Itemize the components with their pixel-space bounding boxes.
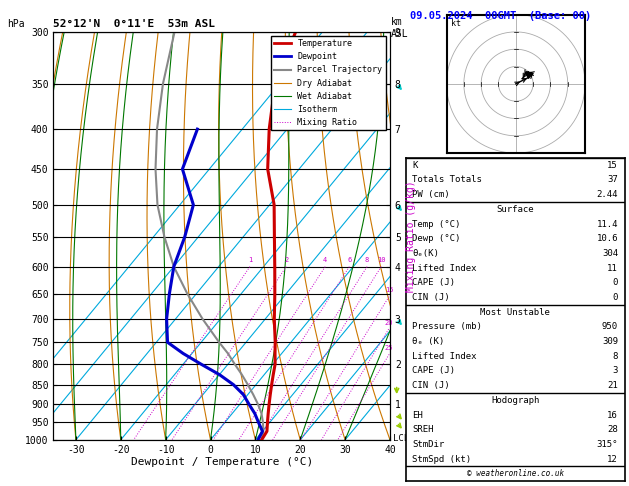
Text: K: K	[412, 161, 418, 170]
Text: Hodograph: Hodograph	[491, 396, 539, 405]
Text: 28: 28	[607, 425, 618, 434]
Text: kt: kt	[451, 19, 460, 28]
Text: 15: 15	[607, 161, 618, 170]
Text: 0: 0	[613, 293, 618, 302]
Text: CAPE (J): CAPE (J)	[412, 278, 455, 287]
Text: θₑ (K): θₑ (K)	[412, 337, 445, 346]
Text: hPa: hPa	[8, 19, 25, 30]
Text: 4: 4	[323, 258, 327, 263]
Text: StmSpd (kt): StmSpd (kt)	[412, 454, 471, 464]
Text: 3: 3	[613, 366, 618, 376]
Text: 10: 10	[377, 258, 386, 263]
Text: 2: 2	[284, 258, 288, 263]
Text: StmDir: StmDir	[412, 440, 445, 449]
Text: km
ASL: km ASL	[391, 17, 409, 38]
Text: 309: 309	[602, 337, 618, 346]
Text: 37: 37	[607, 175, 618, 185]
Text: © weatheronline.co.uk: © weatheronline.co.uk	[467, 469, 564, 478]
Text: SREH: SREH	[412, 425, 434, 434]
Text: Lifted Index: Lifted Index	[412, 352, 477, 361]
Text: 15: 15	[385, 287, 393, 294]
Text: 2.44: 2.44	[596, 190, 618, 199]
Text: 21: 21	[607, 381, 618, 390]
Text: Dewp (°C): Dewp (°C)	[412, 234, 460, 243]
Text: 6: 6	[347, 258, 352, 263]
Legend: Temperature, Dewpoint, Parcel Trajectory, Dry Adiabat, Wet Adiabat, Isotherm, Mi: Temperature, Dewpoint, Parcel Trajectory…	[271, 36, 386, 130]
Text: 8: 8	[365, 258, 369, 263]
Text: 16: 16	[607, 411, 618, 419]
Text: 315°: 315°	[596, 440, 618, 449]
Text: 0: 0	[613, 278, 618, 287]
Text: Totals Totals: Totals Totals	[412, 175, 482, 185]
Text: CAPE (J): CAPE (J)	[412, 366, 455, 376]
X-axis label: Dewpoint / Temperature (°C): Dewpoint / Temperature (°C)	[131, 457, 313, 468]
Text: 52°12'N  0°11'E  53m ASL: 52°12'N 0°11'E 53m ASL	[53, 19, 216, 30]
Text: 10.6: 10.6	[596, 234, 618, 243]
Text: 950: 950	[602, 322, 618, 331]
Y-axis label: Mixing Ratio (g/kg): Mixing Ratio (g/kg)	[406, 180, 416, 292]
Text: 25: 25	[385, 345, 393, 351]
Text: CIN (J): CIN (J)	[412, 381, 450, 390]
Text: 8: 8	[613, 352, 618, 361]
Text: Most Unstable: Most Unstable	[480, 308, 550, 317]
Text: θₑ(K): θₑ(K)	[412, 249, 439, 258]
Text: PW (cm): PW (cm)	[412, 190, 450, 199]
Text: Pressure (mb): Pressure (mb)	[412, 322, 482, 331]
Text: 11: 11	[607, 263, 618, 273]
Text: EH: EH	[412, 411, 423, 419]
Text: CIN (J): CIN (J)	[412, 293, 450, 302]
Text: Lifted Index: Lifted Index	[412, 263, 477, 273]
Text: 12: 12	[607, 454, 618, 464]
Text: 1: 1	[248, 258, 252, 263]
Text: Temp (°C): Temp (°C)	[412, 220, 460, 228]
Text: 304: 304	[602, 249, 618, 258]
Text: 20: 20	[384, 320, 393, 326]
Text: Surface: Surface	[496, 205, 534, 214]
Text: 11.4: 11.4	[596, 220, 618, 228]
Text: LCL: LCL	[393, 434, 409, 443]
Text: 09.05.2024  00GMT  (Base: 00): 09.05.2024 00GMT (Base: 00)	[410, 11, 591, 21]
